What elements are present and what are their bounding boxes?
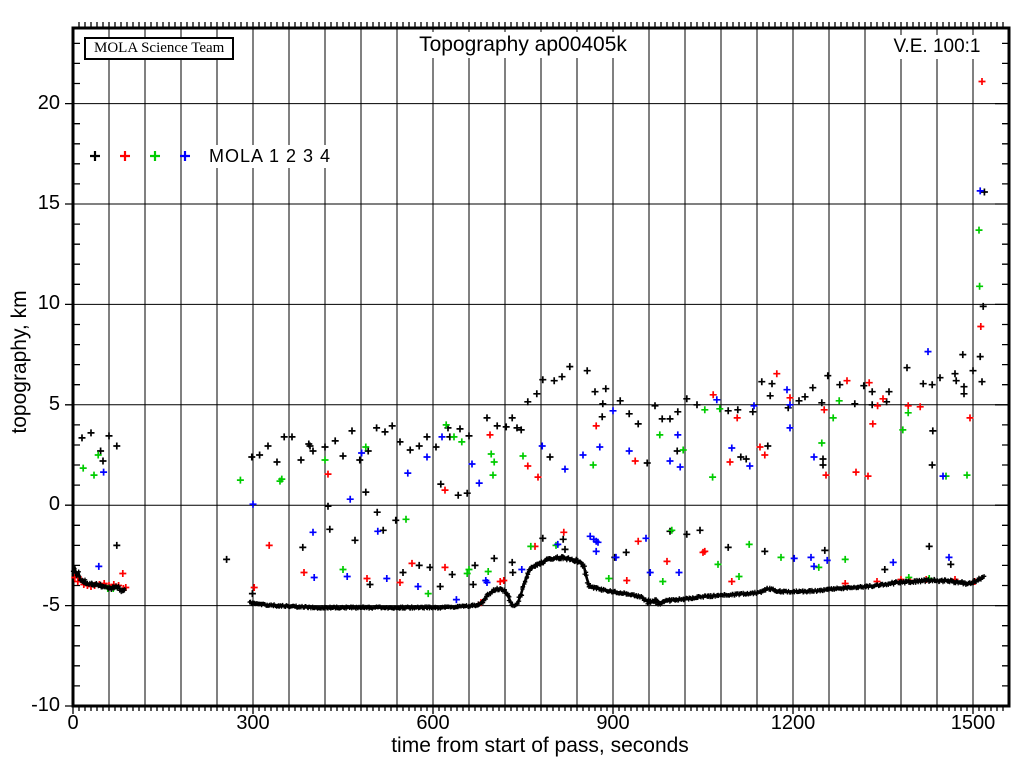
surface-trace-shots-2	[247, 554, 987, 611]
y-tick-label: 5	[48, 392, 60, 415]
y-tick-label: 10	[37, 292, 60, 315]
scatter-series-mola-3	[79, 226, 984, 598]
legend-marker-mola-1	[90, 151, 100, 161]
y-tick-label: -10	[31, 694, 60, 716]
x-tick-label: 900	[596, 712, 630, 734]
y-tick-label: -5	[42, 593, 60, 616]
legend-label: MOLA 1 2 3 4	[203, 145, 338, 168]
page-title: Topography ap00405k	[409, 32, 637, 59]
grid-lines	[73, 28, 1009, 706]
y-tick-label: 20	[37, 91, 60, 114]
legend-marker-mola-3	[150, 151, 160, 161]
surface-trace-line-2	[249, 556, 985, 609]
vertical-exaggeration-label: V.E. 100:1	[885, 35, 989, 59]
legend-marker-mola-4	[180, 151, 190, 161]
x-tick-label: 300	[236, 712, 270, 734]
legend-marker-mola-2	[120, 151, 130, 161]
scatter-series-mola-1	[78, 188, 988, 598]
y-tick-label: 0	[48, 493, 60, 516]
plot-frame	[71, 26, 1011, 708]
mola-science-team-box: MOLA Science Team	[84, 37, 235, 61]
y-tick-label: 15	[37, 192, 60, 214]
x-tick-label: 1200	[770, 712, 816, 734]
x-tick-label: 1500	[950, 712, 996, 734]
x-tick-label: 600	[416, 712, 450, 734]
scatter-series-mola-4	[95, 187, 984, 604]
axis-ticks	[65, 22, 1009, 714]
x-tick-label: 0	[67, 712, 79, 734]
x-axis-title: time from start of pass, seconds	[391, 734, 689, 757]
surface-trace-shots-1	[70, 566, 127, 595]
